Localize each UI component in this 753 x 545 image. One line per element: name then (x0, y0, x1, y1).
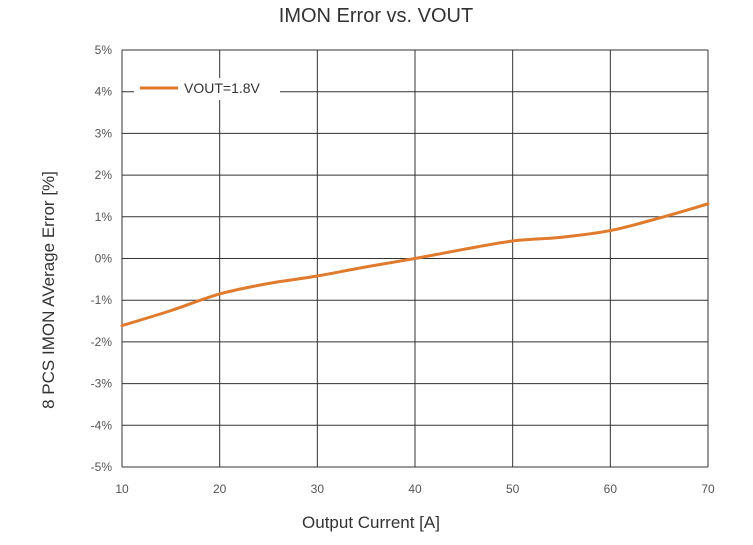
legend: VOUT=1.8V (134, 78, 280, 100)
x-tick-label: 30 (311, 482, 325, 496)
x-tick-labels: 10 20 30 40 50 60 70 (115, 482, 715, 496)
series-group (120, 202, 710, 328)
x-tick-label: 60 (604, 482, 618, 496)
x-tick-label: 70 (701, 482, 715, 496)
x-tick-label: 50 (506, 482, 520, 496)
legend-background (134, 78, 280, 100)
y-tick-label: 1% (95, 210, 113, 224)
x-tick-label: 10 (115, 482, 129, 496)
x-tick-label: 20 (213, 482, 227, 496)
x-tick-label: 40 (408, 482, 422, 496)
chart-title: IMON Error vs. VOUT (279, 5, 473, 27)
y-axis-label: 8 PCS IMON AVerage Error [%] (39, 171, 58, 409)
legend-label: VOUT=1.8V (184, 80, 261, 96)
y-tick-label: -1% (91, 293, 113, 307)
y-tick-label: -5% (91, 460, 113, 474)
y-tick-label: 0% (95, 252, 113, 266)
y-tick-label: 4% (95, 85, 113, 99)
x-axis-label: Output Current [A] (302, 513, 440, 532)
y-tick-label: -2% (91, 335, 113, 349)
y-tick-label: -4% (91, 418, 113, 432)
y-tick-label: 5% (95, 43, 113, 57)
y-tick-label: 3% (95, 126, 113, 140)
y-tick-label: -3% (91, 377, 113, 391)
y-tick-label: 2% (95, 168, 113, 182)
series-line (120, 202, 710, 328)
y-tick-labels: 5% 4% 3% 2% 1% 0% -1% -2% -3% -4% -5% (91, 43, 113, 474)
